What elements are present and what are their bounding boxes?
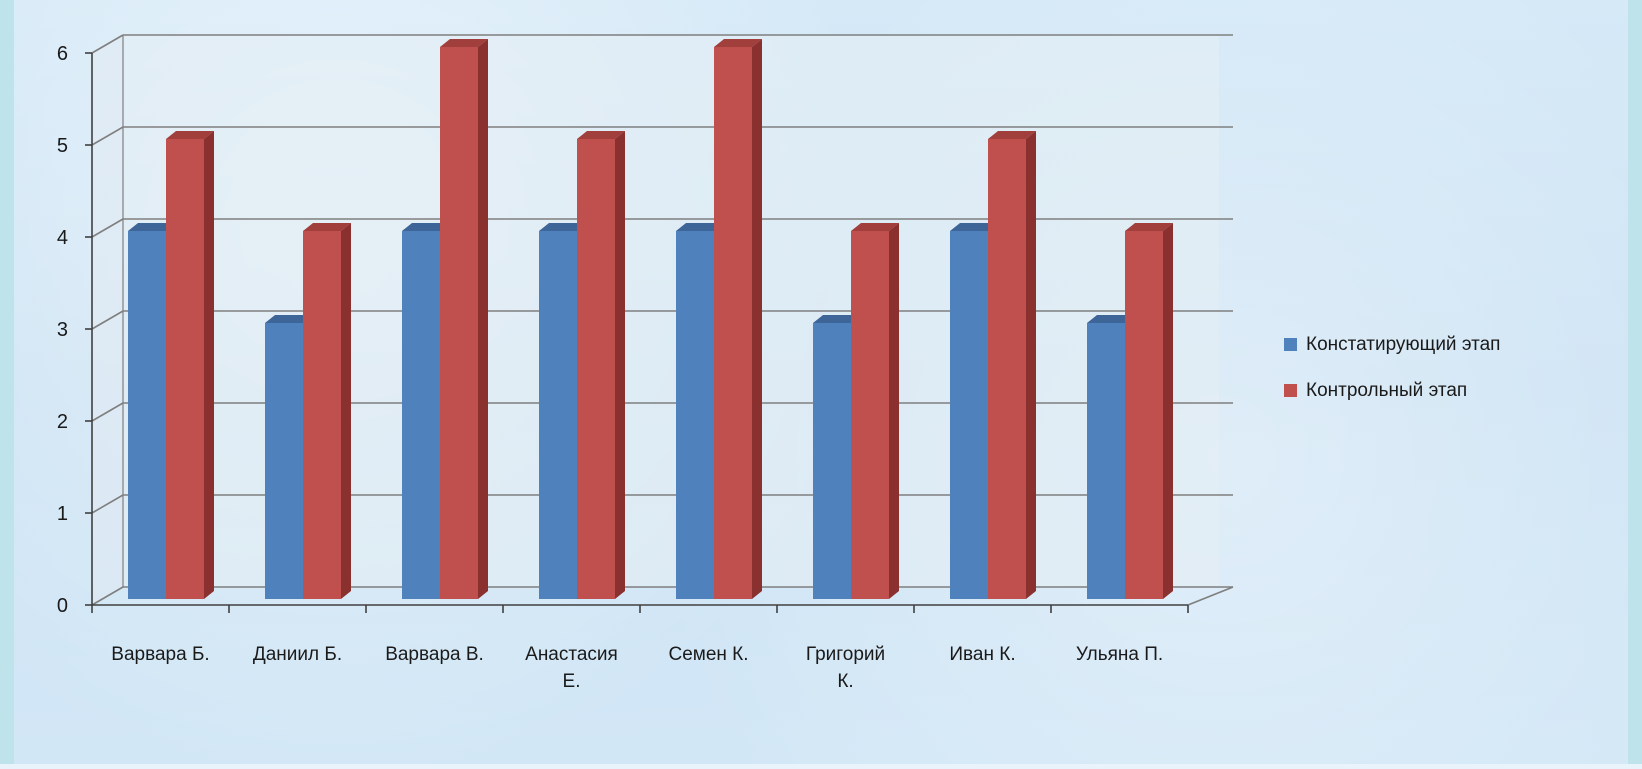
bar-side bbox=[615, 131, 625, 599]
bar bbox=[851, 223, 899, 599]
legend-item: Контрольный этап bbox=[1284, 380, 1467, 401]
legend-label: Контрольный этап bbox=[1306, 380, 1467, 401]
floor-edge bbox=[1187, 586, 1234, 606]
bar bbox=[577, 131, 625, 599]
bar-front bbox=[402, 231, 440, 599]
bar-top bbox=[714, 39, 762, 47]
bar-top bbox=[813, 315, 861, 323]
x-tick-label: Семен К. bbox=[668, 644, 748, 665]
x-tick-label: Ульяна П. bbox=[1076, 644, 1163, 665]
bar-top bbox=[988, 131, 1036, 139]
x-tick-label: Анастасия Е. bbox=[525, 644, 618, 692]
gridline-side bbox=[91, 126, 124, 146]
bar-top bbox=[851, 223, 899, 231]
legend-swatch bbox=[1284, 338, 1297, 351]
gridline-side bbox=[91, 402, 124, 422]
legend: Констатирующий этап Контрольный этап bbox=[1284, 334, 1500, 401]
y-tick-label: 3 bbox=[57, 319, 68, 341]
bar-top bbox=[1125, 223, 1173, 231]
bar-top bbox=[303, 223, 351, 231]
bar-side bbox=[478, 39, 488, 599]
legend-swatch bbox=[1284, 384, 1297, 397]
bar bbox=[988, 131, 1036, 599]
gridline-side bbox=[91, 494, 124, 514]
bar-top bbox=[265, 315, 313, 323]
bar-top bbox=[166, 131, 214, 139]
bar-top bbox=[402, 223, 450, 231]
bar-front bbox=[166, 139, 204, 599]
y-axis: 0 1 2 3 4 5 6 bbox=[57, 43, 93, 617]
chart-walls bbox=[92, 35, 1219, 605]
bar-top bbox=[1087, 315, 1135, 323]
bar-side bbox=[1163, 223, 1173, 599]
bar-side bbox=[752, 39, 762, 599]
bar-front bbox=[577, 139, 615, 599]
bar-chart: 0 1 2 3 4 5 6 Варвара Б. Даниил Б. Варвара В. Ана… bbox=[57, 34, 1500, 692]
bar-front bbox=[1125, 231, 1163, 599]
bar-side bbox=[1026, 131, 1036, 599]
x-tick-label: Варвара В. bbox=[385, 644, 484, 665]
y-tick-label: 4 bbox=[57, 227, 68, 249]
y-tick-label: 5 bbox=[57, 135, 68, 157]
bar-front bbox=[265, 323, 303, 599]
bar bbox=[714, 39, 762, 599]
x-tick-label: Григорий К. bbox=[806, 644, 885, 692]
bar-front bbox=[303, 231, 341, 599]
y-tick-label: 2 bbox=[57, 411, 68, 433]
bar bbox=[1125, 223, 1173, 599]
bar-front bbox=[851, 231, 889, 599]
legend-item: Констатирующий этап bbox=[1284, 334, 1500, 355]
bar-front bbox=[1087, 323, 1125, 599]
bar-top bbox=[577, 131, 625, 139]
gridline-side bbox=[91, 34, 124, 54]
x-tick-label: Варвара Б. bbox=[111, 644, 209, 665]
bar-top bbox=[440, 39, 488, 47]
bar-front bbox=[539, 231, 577, 599]
y-tick-label: 6 bbox=[57, 43, 68, 65]
bar-side bbox=[204, 131, 214, 599]
bars bbox=[128, 39, 1173, 599]
bar bbox=[440, 39, 488, 599]
bar bbox=[303, 223, 351, 599]
y-tick-label: 1 bbox=[57, 503, 68, 525]
gridline-side bbox=[91, 586, 124, 606]
bar-front bbox=[988, 139, 1026, 599]
legend-label: Констатирующий этап bbox=[1306, 334, 1500, 355]
bar-front bbox=[440, 47, 478, 599]
y-tick-label: 0 bbox=[57, 595, 68, 617]
bar-top bbox=[539, 223, 587, 231]
bar-front bbox=[714, 47, 752, 599]
x-tick-label: Даниил Б. bbox=[253, 644, 342, 665]
bar-top bbox=[950, 223, 998, 231]
bar-side bbox=[341, 223, 351, 599]
bar-front bbox=[950, 231, 988, 599]
bar-top bbox=[128, 223, 176, 231]
gridline-side bbox=[91, 310, 124, 330]
bar-side bbox=[889, 223, 899, 599]
bar-front bbox=[676, 231, 714, 599]
x-axis: Варвара Б. Даниил Б. Варвара В. Анастасия Е.… bbox=[91, 604, 1189, 692]
bar-top bbox=[676, 223, 724, 231]
gridline-side bbox=[91, 218, 124, 238]
bar-front bbox=[128, 231, 166, 599]
bar-front bbox=[813, 323, 851, 599]
bar bbox=[166, 131, 214, 599]
x-tick-label: Иван К. bbox=[949, 644, 1015, 665]
